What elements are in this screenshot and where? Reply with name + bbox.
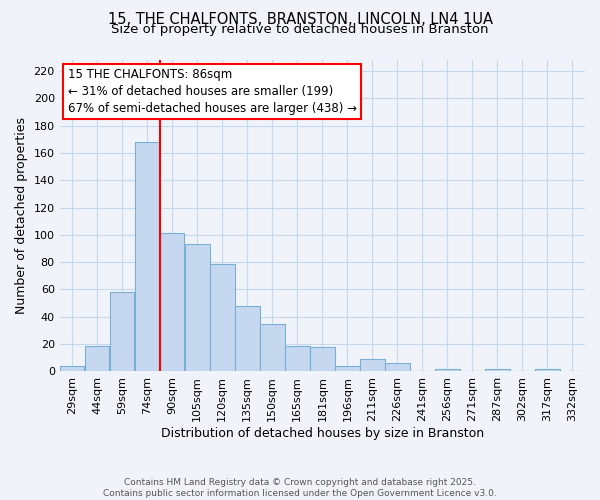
- Text: 15 THE CHALFONTS: 86sqm
← 31% of detached houses are smaller (199)
67% of semi-d: 15 THE CHALFONTS: 86sqm ← 31% of detache…: [68, 68, 356, 115]
- Bar: [310, 347, 335, 372]
- Bar: [60, 366, 85, 372]
- Bar: [535, 368, 560, 372]
- Text: Size of property relative to detached houses in Branston: Size of property relative to detached ho…: [111, 22, 489, 36]
- Bar: [385, 364, 410, 372]
- Bar: [260, 324, 284, 372]
- Bar: [210, 264, 235, 372]
- Bar: [110, 292, 134, 372]
- Bar: [360, 359, 385, 372]
- Bar: [85, 346, 109, 372]
- Bar: [285, 346, 310, 372]
- Bar: [335, 366, 359, 372]
- Bar: [235, 306, 260, 372]
- Bar: [485, 368, 510, 372]
- Bar: [160, 234, 184, 372]
- Bar: [135, 142, 160, 372]
- Text: Contains HM Land Registry data © Crown copyright and database right 2025.
Contai: Contains HM Land Registry data © Crown c…: [103, 478, 497, 498]
- X-axis label: Distribution of detached houses by size in Branston: Distribution of detached houses by size …: [161, 427, 484, 440]
- Text: 15, THE CHALFONTS, BRANSTON, LINCOLN, LN4 1UA: 15, THE CHALFONTS, BRANSTON, LINCOLN, LN…: [107, 12, 493, 28]
- Y-axis label: Number of detached properties: Number of detached properties: [15, 117, 28, 314]
- Bar: [185, 244, 209, 372]
- Bar: [435, 368, 460, 372]
